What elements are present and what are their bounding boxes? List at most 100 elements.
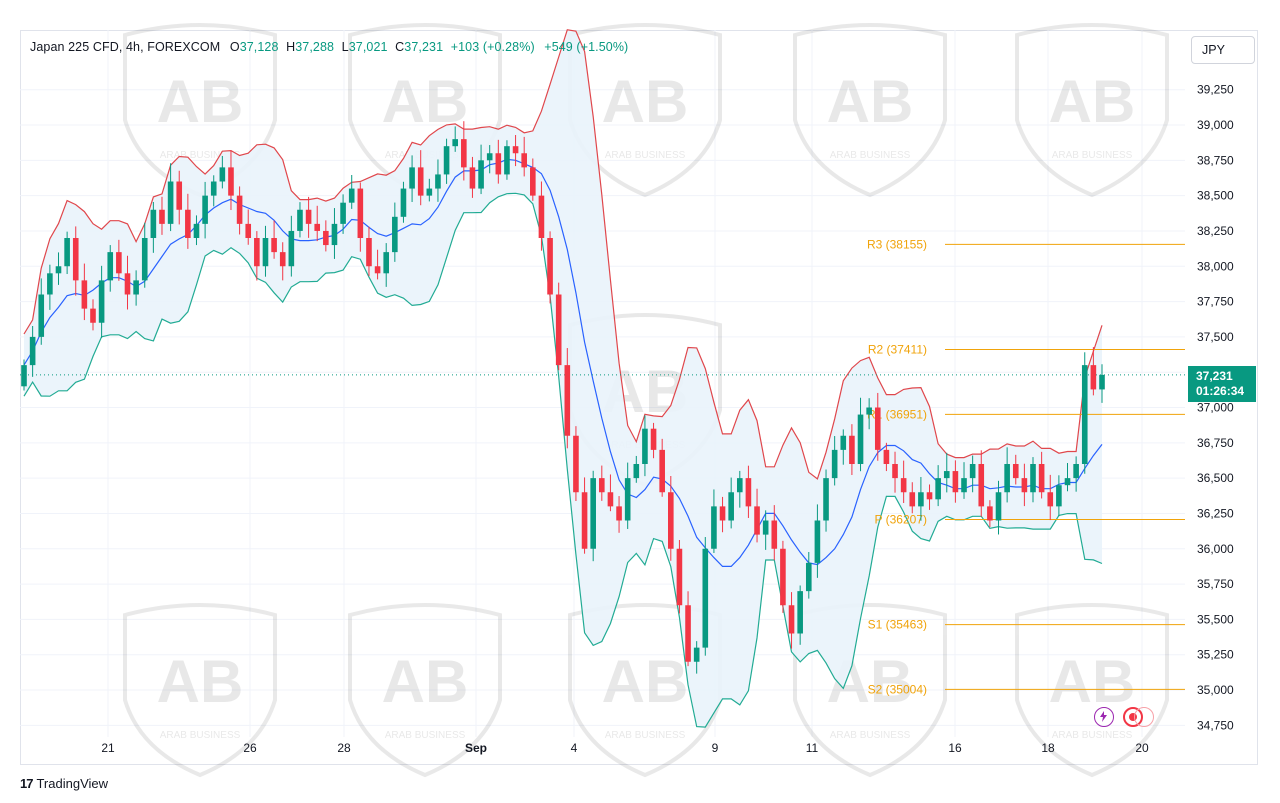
candle-body: [823, 478, 829, 521]
candle-body: [581, 492, 588, 549]
x-tick-label: 28: [337, 741, 351, 755]
candle-body: [305, 209, 312, 224]
candle-body: [167, 181, 174, 224]
open-value: 37,128: [239, 40, 279, 54]
y-tick-label: 39,000: [1197, 118, 1234, 132]
candle-body: [348, 188, 355, 203]
candle-body: [279, 252, 286, 267]
candle-body: [1047, 492, 1054, 507]
candle-body: [728, 492, 734, 521]
svg-text:ARAB BUSINESS: ARAB BUSINESS: [160, 730, 241, 741]
candle-body: [400, 188, 407, 217]
y-tick-label: 38,000: [1197, 259, 1234, 273]
candle-body: [1073, 464, 1079, 479]
candle-body: [564, 365, 571, 436]
candle-body: [21, 365, 27, 387]
y-tick-label: 35,500: [1197, 612, 1234, 626]
candle-body: [909, 492, 916, 507]
svg-text:ARAB BUSINESS: ARAB BUSINESS: [1052, 730, 1133, 741]
svg-text:AB: AB: [602, 648, 689, 715]
candle-body: [771, 520, 778, 549]
y-tick-label: 38,250: [1197, 224, 1234, 238]
pivot-label: R3 (38155): [867, 237, 927, 251]
candle-body: [262, 238, 269, 267]
candle-body: [254, 238, 260, 267]
candle-body: [133, 280, 139, 295]
candle-body: [469, 167, 476, 189]
candle-body: [711, 506, 717, 549]
candle-body: [357, 188, 364, 238]
watermark-shield: AB ARAB BUSINESS: [123, 603, 277, 778]
low-value: 37,021: [348, 40, 388, 54]
candle-body: [1038, 464, 1045, 493]
y-tick-label: 37,000: [1197, 401, 1234, 415]
candle-body: [392, 216, 398, 253]
candle-body: [642, 428, 648, 464]
pivot-label: S2 (35004): [868, 682, 927, 696]
svg-text:AB: AB: [157, 648, 244, 715]
candle-body: [831, 449, 838, 479]
x-tick-label: 16: [948, 741, 962, 755]
candle-body: [107, 252, 114, 281]
candle-body: [521, 153, 527, 168]
candle-body: [918, 492, 924, 507]
candle-body: [72, 238, 79, 281]
y-tick-label: 39,250: [1197, 83, 1234, 97]
x-tick-label: 4: [571, 741, 578, 755]
svg-text:ARAB BUSINESS: ARAB BUSINESS: [830, 730, 911, 741]
lower-band-line: [23, 192, 1103, 728]
candle-body: [573, 435, 579, 493]
candle-body: [866, 407, 872, 415]
candle-body: [857, 414, 864, 464]
candle-body: [288, 230, 295, 267]
candle-body: [504, 146, 510, 175]
svg-text:AB: AB: [827, 68, 914, 135]
y-tick-label: 36,250: [1197, 506, 1234, 520]
candle-body: [702, 548, 709, 648]
candle-body: [952, 471, 959, 493]
watermark-shield: AB ARAB BUSINESS: [348, 603, 502, 778]
candle-body: [210, 181, 217, 196]
candle-body: [98, 280, 105, 323]
svg-text:ARAB BUSINESS: ARAB BUSINESS: [605, 150, 686, 161]
currency-button[interactable]: JPY: [1191, 36, 1255, 64]
watermark-shield: AB ARAB BUSINESS: [793, 23, 947, 198]
candle-body: [374, 266, 381, 274]
close-value: 37,231: [404, 40, 444, 54]
candle-body: [435, 174, 441, 189]
record-icon-2[interactable]: [1134, 707, 1154, 727]
candle-body: [512, 146, 519, 154]
candle-body: [1056, 485, 1062, 507]
candle-body: [849, 435, 855, 464]
last-price-tag: 37,231 01:26:34: [1188, 366, 1256, 402]
y-tick-label: 36,500: [1197, 471, 1234, 485]
svg-text:ARAB BUSINESS: ARAB BUSINESS: [1052, 150, 1133, 161]
pivot-label: S1 (35463): [868, 618, 927, 632]
candle-body: [116, 252, 122, 274]
candle-body: [124, 273, 131, 295]
candle-body: [1012, 464, 1019, 479]
candle-body: [90, 308, 96, 323]
y-tick-label: 34,750: [1197, 718, 1234, 732]
y-tick-label: 38,750: [1197, 153, 1234, 167]
chart-legend: Japan 225 CFD, 4h, FOREXCOM O37,128 H37,…: [30, 40, 628, 54]
candle-body: [202, 195, 208, 224]
high-value: 37,288: [295, 40, 335, 54]
tradingview-brand[interactable]: 17 TradingView: [20, 776, 108, 791]
x-axis: 21 26 28 Sep 4 9 11 16 18 20: [101, 741, 1149, 755]
y-tick-label: 35,000: [1197, 683, 1234, 697]
band-fill: [24, 29, 1102, 728]
candle-body: [762, 520, 769, 535]
candle-body: [926, 492, 933, 500]
watermark-shield: AB ARAB BUSINESS: [568, 603, 722, 778]
last-price: 37,231: [1196, 369, 1233, 383]
candle-body: [797, 591, 803, 634]
candle-body: [47, 273, 53, 295]
candle-body: [228, 167, 234, 196]
candle-body: [874, 407, 881, 450]
svg-text:AB: AB: [1049, 648, 1136, 715]
lightning-icon[interactable]: [1094, 707, 1114, 727]
y-tick-label: 37,750: [1197, 295, 1234, 309]
candle-body: [495, 153, 502, 175]
